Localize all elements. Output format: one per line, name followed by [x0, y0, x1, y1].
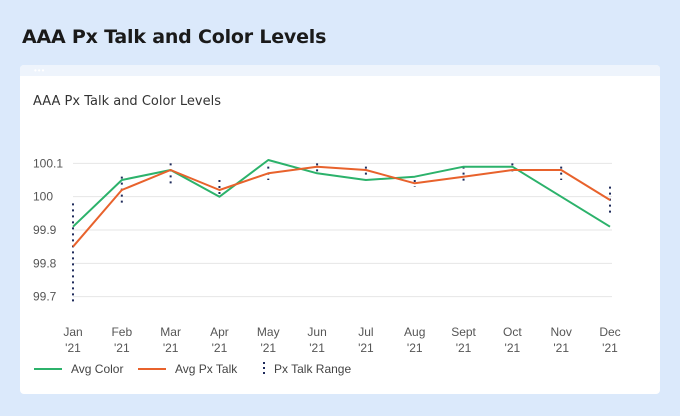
x-tick-year-label: '21 [114, 341, 130, 355]
y-tick-label: 99.9 [33, 223, 57, 237]
chart-title: AAA Px Talk and Color Levels [33, 94, 221, 109]
series-line-pxtalk [72, 165, 611, 248]
x-tick-year-label: '21 [309, 341, 325, 355]
x-tick-year-label: '21 [505, 341, 521, 355]
x-tick-label: May [257, 325, 280, 339]
card-drag-handle[interactable]: ••• [20, 65, 660, 76]
x-tick-label: Apr [210, 325, 229, 339]
x-tick-year-label: '21 [407, 341, 423, 355]
x-tick-year-label: '21 [358, 341, 374, 355]
x-tick-label: Jan [63, 325, 82, 339]
x-tick-label: Nov [551, 325, 572, 339]
legend-label: Avg Color [71, 362, 123, 376]
chart-card: ••• AAA Px Talk and Color Levels 99.7 99.… [20, 65, 660, 394]
x-tick-year-label: '21 [163, 341, 179, 355]
x-tick-label: Mar [160, 325, 181, 339]
x-tick-label: Sept [451, 325, 476, 339]
page-title: AAA Px Talk and Color Levels [22, 26, 327, 48]
x-tick-label: Feb [111, 325, 132, 339]
x-tick-year-label: '21 [553, 341, 569, 355]
y-tick-label: 99.7 [33, 290, 57, 304]
x-tick-label: Jul [358, 325, 373, 339]
y-tick-label: 100.1 [33, 156, 63, 170]
x-tick-year-label: '21 [65, 341, 81, 355]
legend-label: Px Talk Range [274, 362, 351, 376]
drag-dots-icon: ••• [34, 66, 46, 75]
x-tick-year-label: '21 [602, 341, 618, 355]
x-tick-label: Jun [307, 325, 326, 339]
y-tick-label: 99.8 [33, 256, 57, 270]
x-tick-label: Dec [599, 325, 620, 339]
x-tick-label: Aug [404, 325, 425, 339]
series-line-color [72, 159, 611, 228]
line-chart: 99.7 99.8 99.9 100 100.1 Jan '21 Feb '21 Mar '21 Ap… [33, 156, 621, 376]
x-tick-year-label: '21 [456, 341, 472, 355]
x-tick-year-label: '21 [212, 341, 228, 355]
y-tick-label: 100 [33, 190, 53, 204]
x-tick-label: Oct [503, 325, 522, 339]
legend-label: Avg Px Talk [175, 362, 238, 376]
x-tick-year-label: '21 [260, 341, 276, 355]
